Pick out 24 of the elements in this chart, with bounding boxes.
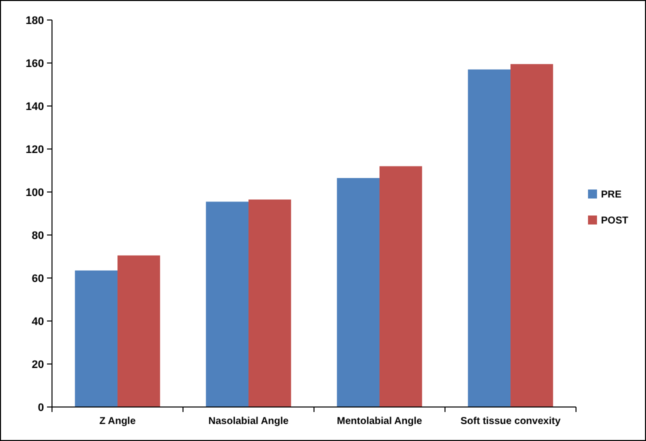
legend-label: POST bbox=[601, 216, 628, 226]
y-tick-label: 140 bbox=[26, 100, 44, 113]
y-tick-label: 120 bbox=[26, 144, 44, 156]
y-tick-label: 80 bbox=[32, 230, 44, 242]
bar bbox=[468, 69, 510, 407]
bar bbox=[510, 64, 554, 407]
y-tick-label: 160 bbox=[26, 58, 44, 70]
x-tick-label: Mentolabial Angle bbox=[336, 416, 423, 427]
bar bbox=[336, 178, 380, 407]
bar bbox=[118, 255, 160, 407]
x-tick-label: Z Angle bbox=[99, 416, 136, 427]
y-tick-label: 40 bbox=[32, 316, 44, 328]
legend-label: PRE bbox=[601, 190, 622, 200]
y-tick-label: 20 bbox=[32, 358, 44, 371]
y-tick-label: 60 bbox=[32, 272, 44, 285]
y-tick-label: 0 bbox=[38, 402, 44, 414]
bar bbox=[74, 270, 118, 407]
bar bbox=[380, 166, 422, 407]
y-tick-label: 180 bbox=[26, 14, 44, 27]
x-tick-label: Soft tissue convexity bbox=[460, 416, 561, 427]
y-tick-label: 100 bbox=[26, 186, 44, 199]
bar bbox=[248, 200, 292, 407]
bar bbox=[206, 202, 248, 407]
x-tick-label: Nasolabial Angle bbox=[208, 416, 290, 427]
